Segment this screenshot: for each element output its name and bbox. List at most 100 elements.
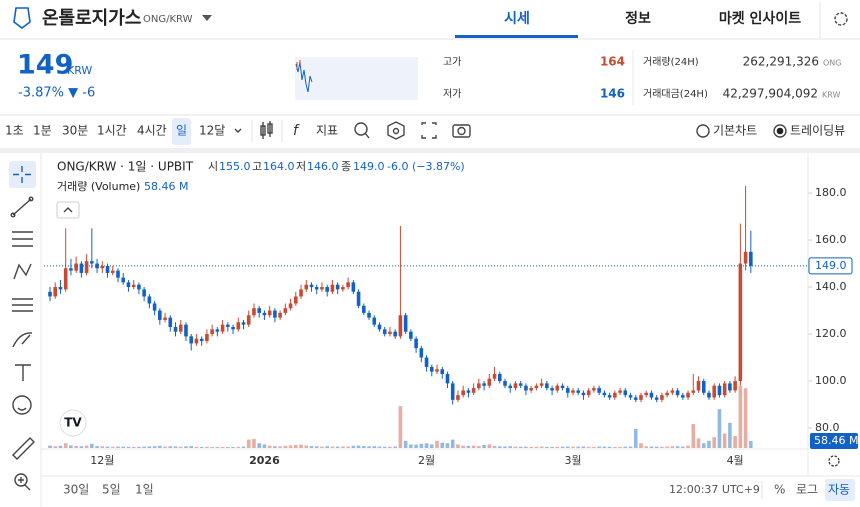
volume-legend-value: 58.46 M <box>144 180 188 193</box>
chart-mode[interactable]: 트레이딩뷰 <box>790 124 845 138</box>
volume-bar <box>142 446 146 448</box>
volume-bar <box>205 446 209 448</box>
candle-body <box>419 348 424 358</box>
y-tick-label: 80.0 <box>815 421 840 434</box>
volume-bar <box>58 445 63 448</box>
fx-icon[interactable]: f <box>293 123 300 139</box>
volume-bar <box>717 409 722 448</box>
candle-body <box>377 324 382 330</box>
volume-bar <box>403 440 408 448</box>
candle-body <box>288 303 293 309</box>
price-marker-box <box>808 257 853 275</box>
radio-dot <box>776 127 784 135</box>
volume-bar <box>294 445 298 448</box>
scale-option[interactable]: % <box>774 483 785 497</box>
tab-active[interactable]: 시세 <box>504 11 530 27</box>
x-tick-label: 12월 <box>90 454 114 467</box>
volume-bar <box>560 446 565 448</box>
volume-bar <box>194 446 199 448</box>
volume-label: 거래량(24H) <box>643 56 699 68</box>
candle-body <box>283 308 288 313</box>
candle-body <box>728 383 732 391</box>
candle-body <box>121 277 126 283</box>
tab[interactable]: 정보 <box>625 10 651 27</box>
candle-body <box>649 392 654 398</box>
interval[interactable]: 1초 <box>5 124 24 138</box>
volume-bar <box>633 428 638 448</box>
tool-icons[interactable] <box>354 121 471 140</box>
candle-body <box>294 296 298 304</box>
sparkline <box>295 61 313 93</box>
candle-body <box>477 383 481 389</box>
candle-body <box>597 388 601 393</box>
low-value: 146 <box>600 87 625 101</box>
volume-bar <box>670 446 675 448</box>
volume-bar <box>565 446 570 448</box>
volume-bar <box>545 446 549 448</box>
volume-bar <box>743 388 748 448</box>
range[interactable]: 1일 <box>135 483 154 497</box>
pair[interactable]: ONG/KRW <box>143 14 193 25</box>
radio[interactable] <box>696 124 710 138</box>
y-tick-label: 140.0 <box>815 280 847 293</box>
more-icon[interactable] <box>234 128 242 133</box>
collapse-button[interactable] <box>56 201 80 219</box>
volume-bar <box>79 446 84 448</box>
radio-checked[interactable] <box>773 124 787 138</box>
volume-bar <box>450 439 455 448</box>
candle-body <box>362 305 366 313</box>
volume-bar <box>257 443 261 448</box>
volume-bar <box>48 445 52 448</box>
volume-bar <box>456 444 460 448</box>
range[interactable]: 30일 <box>63 483 89 497</box>
interval[interactable]: 12달 <box>199 124 225 138</box>
tab[interactable]: 마켓 인사이트 <box>719 10 801 27</box>
scale-option[interactable]: 자동 <box>828 483 850 497</box>
candle-body <box>48 291 52 297</box>
range[interactable]: 5일 <box>102 483 121 497</box>
volume-bar <box>283 445 288 448</box>
y-tick-label: 100.0 <box>815 374 847 387</box>
settings-icon[interactable] <box>834 12 848 26</box>
interval[interactable]: 4시간 <box>137 124 167 138</box>
price-change: -3.87% ▼ -6 <box>18 86 95 101</box>
interval[interactable]: 30분 <box>62 124 88 138</box>
legend-key: 저 <box>296 160 306 173</box>
indicator[interactable]: 지표 <box>316 124 338 138</box>
volume-bar <box>644 446 649 448</box>
legend-value: 149.0 <box>353 160 385 173</box>
volume-bar <box>607 446 612 448</box>
drawing-tools[interactable] <box>9 161 36 491</box>
volume-bar <box>388 446 392 448</box>
chart-mode[interactable]: 기본차트 <box>713 124 757 138</box>
interval[interactable]: 1분 <box>33 124 52 138</box>
interval[interactable]: 1시간 <box>97 124 127 138</box>
price-marker-label: 149.0 <box>815 259 847 272</box>
candle-body <box>90 261 94 264</box>
axis-settings[interactable] <box>828 455 840 467</box>
volume-bar <box>226 447 230 448</box>
volume-bar <box>492 445 497 448</box>
candle-body <box>665 392 669 396</box>
candle-body <box>314 287 319 290</box>
x-tick-label: 2월 <box>418 454 435 467</box>
volume-bar <box>105 446 110 448</box>
candle-icon[interactable] <box>260 121 273 139</box>
volume-bar <box>246 439 251 448</box>
x-tick-label: 2026 <box>249 454 280 467</box>
volume-bar <box>445 443 450 448</box>
candle-body <box>440 369 445 374</box>
volume-bar <box>414 444 418 448</box>
interval-active[interactable]: 일 <box>176 124 187 138</box>
scale-option[interactable]: 로그 <box>796 483 818 497</box>
dropdown-icon[interactable] <box>202 15 212 21</box>
volume-bar <box>508 446 513 448</box>
sparkline-bg <box>295 57 418 100</box>
low-label: 저가 <box>443 88 461 100</box>
candle-body <box>524 385 528 391</box>
volume-bar <box>586 446 591 448</box>
volume-bar <box>382 446 387 448</box>
chart-title: ONG/KRW · 1일 · UPBIT <box>57 160 194 174</box>
legend-key: 시 <box>208 160 218 173</box>
